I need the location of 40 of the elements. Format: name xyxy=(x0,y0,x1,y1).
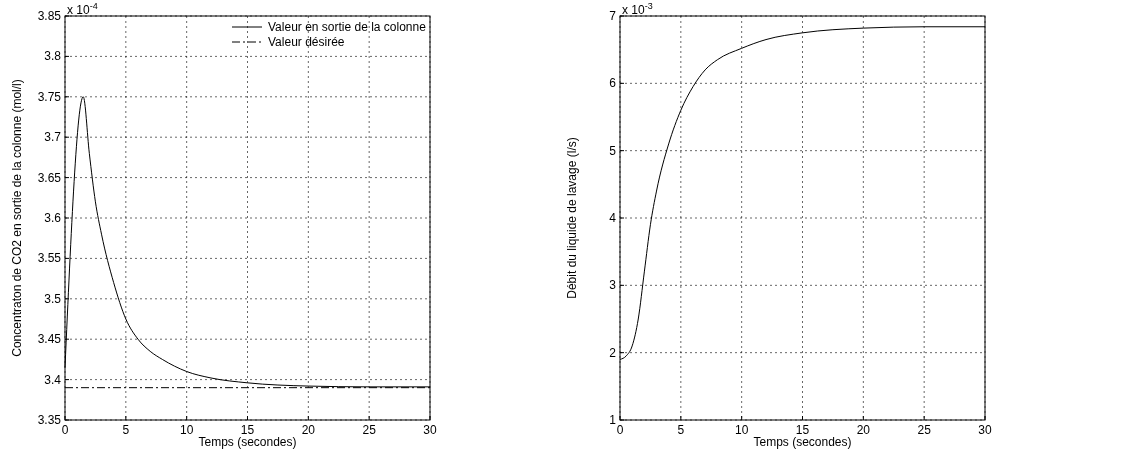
y-tick-label: 1 xyxy=(609,413,617,427)
y-tick-label: 4 xyxy=(609,211,617,225)
y-tick-label: 3.65 xyxy=(37,170,62,185)
y-axis-title: Débit du liquide de lavage (l/s) xyxy=(565,137,579,299)
x-tick-label: 0 xyxy=(61,423,69,437)
legend-label: Valeur désirée xyxy=(268,35,345,49)
y-tick-label: 3.5 xyxy=(44,291,62,306)
x-tick-label: 30 xyxy=(978,423,992,437)
x-tick-label: 5 xyxy=(122,423,130,437)
y-tick-label: 5 xyxy=(609,143,617,158)
y-tick-label: 3.75 xyxy=(37,89,62,104)
y-tick-label: 3.4 xyxy=(44,372,62,387)
x-tick-label: 10 xyxy=(734,423,749,437)
x-tick-label: 10 xyxy=(179,423,194,437)
y-tick-label: 6 xyxy=(609,76,617,91)
x-tick-label: 15 xyxy=(240,423,255,437)
x-tick-label: 20 xyxy=(301,423,316,437)
y-tick-label: 3.45 xyxy=(37,332,62,347)
x-tick-label: 30 xyxy=(423,423,437,437)
y-tick-label: 3.55 xyxy=(37,251,62,266)
y-tick-label: 3.7 xyxy=(44,130,62,145)
y-tick-label: 3.8 xyxy=(44,49,62,64)
x-tick-label: 5 xyxy=(677,423,685,437)
y-tick-label: 2 xyxy=(609,345,617,360)
annotation: x 10$^{-3}$ xyxy=(622,1,653,17)
y-tick-label: 3.85 xyxy=(37,9,62,23)
y-tick-label: 3 xyxy=(609,278,617,293)
x-axis-title: Temps (secondes) xyxy=(753,435,852,449)
y-tick-label: 3.35 xyxy=(37,413,62,427)
y-axis-title: Concentraton de CO2 en sortie de la colonne (mol/l) xyxy=(10,79,24,357)
x-tick-label: 25 xyxy=(362,423,377,437)
legend-label: Valeur en sortie de la colonne xyxy=(268,20,427,34)
y-tick-label: 7 xyxy=(609,9,617,23)
annotation: x 10$^{-4}$ xyxy=(67,1,98,17)
x-tick-label: 20 xyxy=(856,423,871,437)
x-tick-label: 0 xyxy=(616,423,624,437)
x-axis-title: Temps (secondes) xyxy=(198,435,297,449)
y-tick-label: 3.6 xyxy=(44,211,62,225)
x-tick-label: 15 xyxy=(795,423,810,437)
x-tick-label: 25 xyxy=(917,423,932,437)
